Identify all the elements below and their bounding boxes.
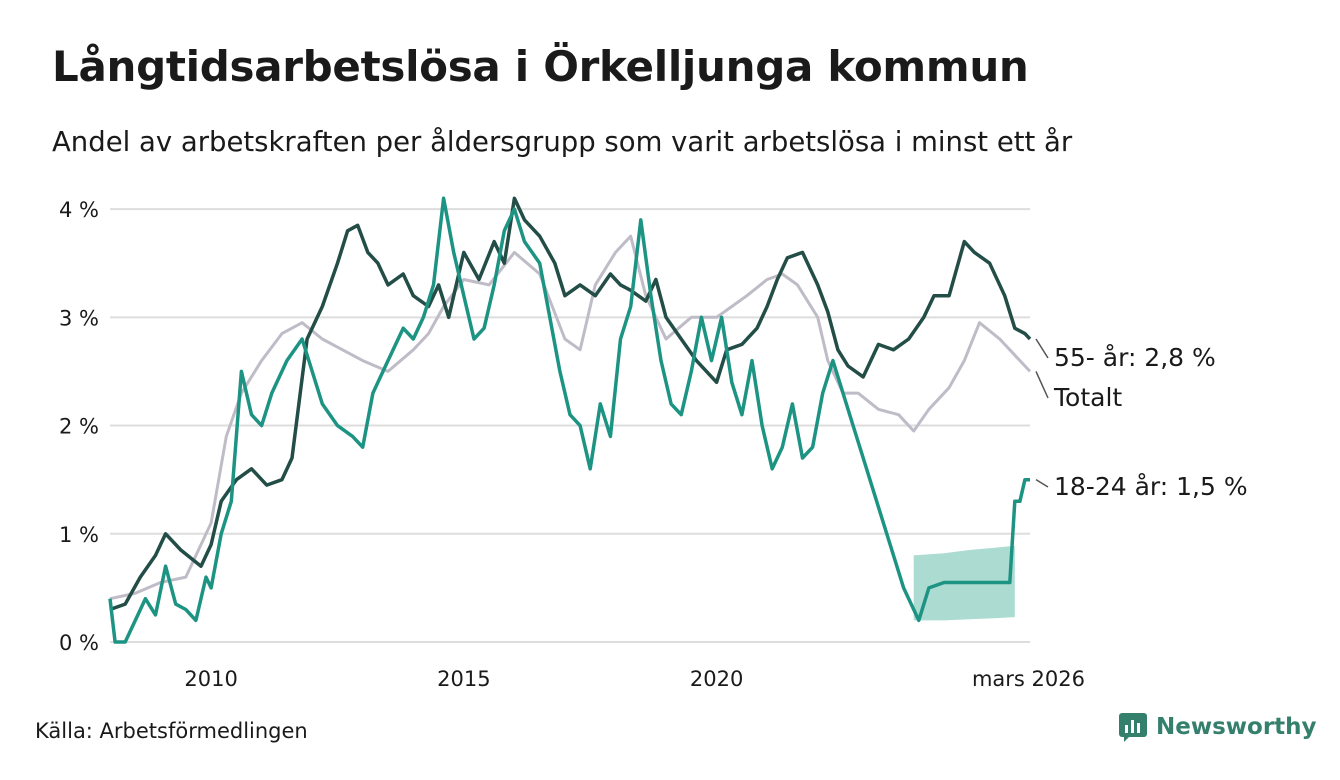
y-tick-label: 0 %	[59, 631, 99, 655]
label-connector	[1035, 479, 1049, 488]
series-labels: Totalt 55- år: 2,8 % 18-24 år: 1,5 %	[1035, 338, 1248, 501]
y-tick-label: 1 %	[59, 523, 99, 547]
x-tick-label: 2020	[690, 667, 743, 691]
y-tick-label: 2 %	[59, 415, 99, 439]
chart-title: Långtidsarbetslösa i Örkelljunga kommun	[52, 42, 1029, 91]
x-tick-label: 2010	[184, 667, 237, 691]
x-tick-label: mars 2026	[972, 667, 1085, 691]
label-connector	[1035, 338, 1049, 359]
series-lines	[108, 196, 1032, 644]
brand-logo[interactable]: Newsworthy	[1118, 712, 1317, 742]
series-line-totalt	[109, 234, 1032, 601]
series-label-18-24-r: 18-24 år: 1,5 %	[1054, 472, 1248, 501]
series-label-55-r: 55- år: 2,8 %	[1054, 343, 1216, 372]
y-tick-label: 3 %	[59, 306, 99, 330]
x-tick-label: 2015	[437, 667, 490, 691]
y-axis-ticks: 0 % 1 % 2 % 3 % 4 %	[59, 198, 99, 655]
brand-name: Newsworthy	[1156, 714, 1317, 740]
gridlines	[110, 208, 1030, 643]
line-chart: 0 % 1 % 2 % 3 % 4 % 2010 2015 2020 mars 2026 To…	[59, 196, 1248, 691]
y-tick-label: 4 %	[59, 198, 99, 222]
label-connector	[1035, 371, 1049, 399]
chart-subtitle: Andel av arbetskraften per åldersgrupp s…	[52, 126, 1073, 158]
series-line-18-24-r	[108, 196, 1030, 644]
newsworthy-logo-icon	[1119, 713, 1147, 742]
x-axis-ticks: 2010 2015 2020 mars 2026	[184, 667, 1085, 691]
series-line-55-r	[109, 196, 1032, 612]
source-note: Källa: Arbetsförmedlingen	[35, 719, 308, 743]
series-label-totalt: Totalt	[1053, 383, 1122, 412]
